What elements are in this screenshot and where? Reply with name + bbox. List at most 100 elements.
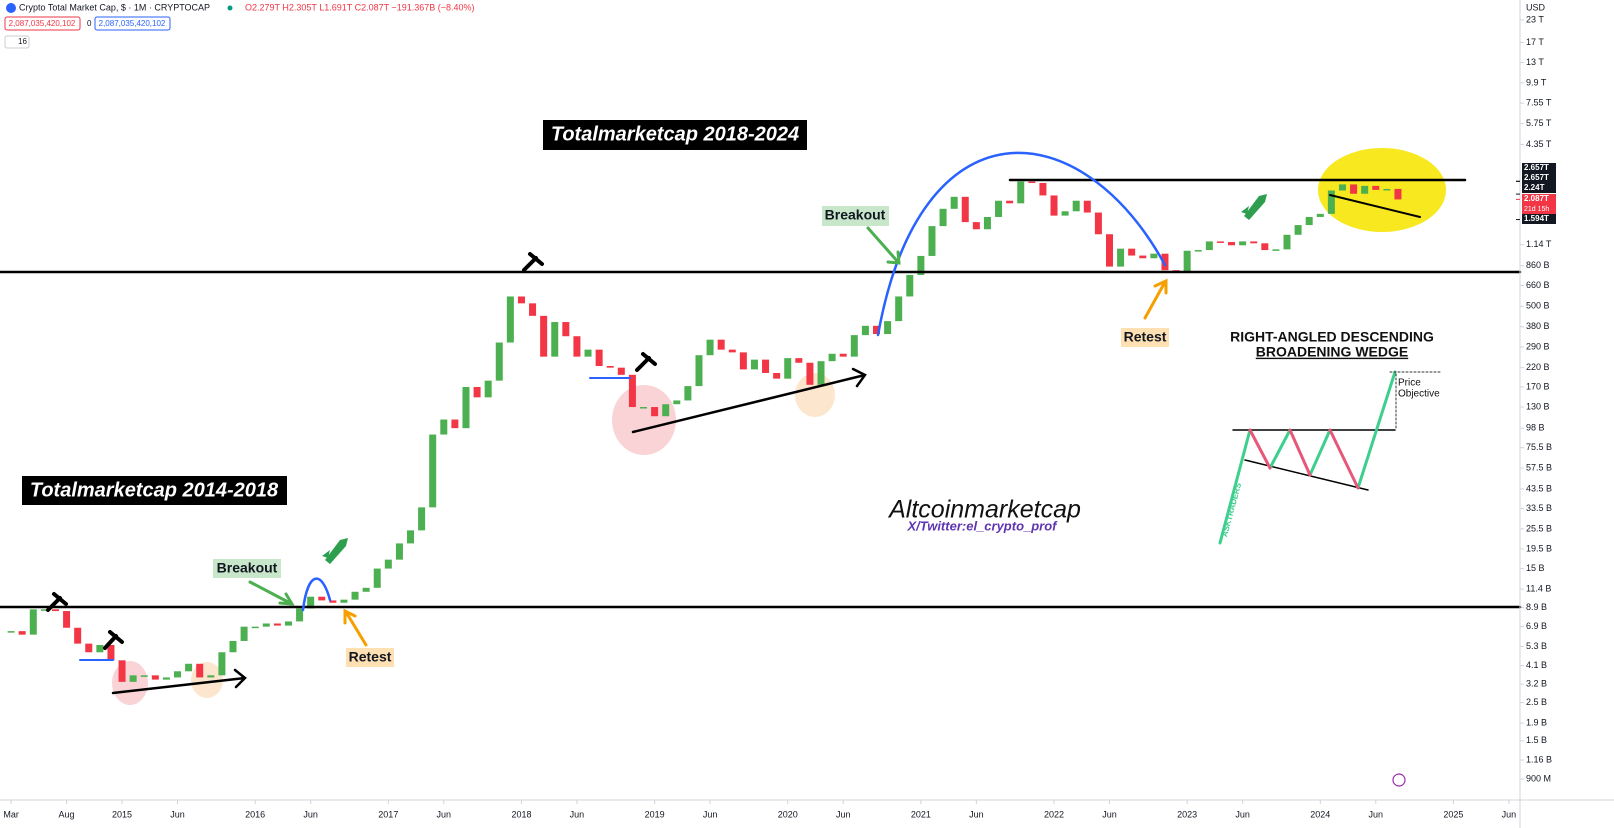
candle [928,226,936,256]
objective-label: Objective [1398,389,1440,400]
objective-label: Price [1398,378,1421,389]
candle [362,587,370,592]
highlight-circle [795,373,835,417]
candle [1338,184,1346,191]
gavel-icons [46,252,657,650]
candle [806,362,814,385]
candle [673,400,681,405]
y-tick-label: 500 B [1526,301,1550,311]
countdown: 21d 15h [1524,206,1549,213]
candle [429,434,437,508]
candle [162,677,170,680]
candle [1139,255,1147,259]
candle [174,671,182,678]
candle [40,609,48,611]
candle [296,608,304,622]
price-label-box [1522,214,1556,224]
candle [573,336,581,357]
y-tick-label: 660 B [1526,280,1550,290]
x-tick-label: Jun [969,809,984,819]
candle [517,296,525,304]
arrow [343,608,368,647]
candle [1361,185,1369,194]
x-tick-label: 2025 [1443,809,1463,819]
highlight-circle [612,385,676,455]
candle [218,652,226,676]
candle [395,543,403,560]
candle [606,366,614,368]
header: Crypto Total Market Cap, $ · 1M · CRYPTO… [4,2,475,49]
annotation: Retest [1124,329,1167,345]
candle [917,255,925,275]
candle [340,599,348,603]
y-tick-label: 4.1 B [1526,660,1547,670]
x-tick-label: Mar [3,809,19,819]
pattern-up [1218,370,1397,545]
candle [983,216,991,230]
y-tick-label: 43.5 B [1526,483,1552,493]
arc [301,577,332,612]
x-tick-label: 2017 [378,809,398,819]
candle [1105,234,1113,267]
candle [1283,234,1291,250]
y-tick-label: 11.4 B [1526,583,1551,593]
candle [1383,188,1391,191]
y-tick-label: 33.5 B [1526,503,1552,513]
objective-marker [1389,371,1443,429]
candle [1061,211,1069,216]
trend-arrow [631,367,867,434]
y-tick-label: 3.2 B [1526,679,1547,689]
candle [351,591,359,600]
candle [1305,216,1313,226]
symbol: Crypto Total Market Cap, $ · 1M · CRYPTO… [19,2,210,12]
candle [684,386,692,401]
candle [762,359,770,373]
candle [229,640,237,653]
x-tick-label: Jun [1102,809,1117,819]
y-tick-label: 15 B [1526,563,1545,573]
y-tick-label: 1.5 B [1526,735,1547,745]
candle [872,325,880,335]
y-tick-label: 5.3 B [1526,641,1547,651]
candle [1083,200,1091,213]
x-tick-label: 2019 [645,809,665,819]
x-tick-label: 2016 [245,809,265,819]
y-tick-label: 98 B [1526,423,1545,433]
candle [118,660,126,682]
y-tick-label: 170 B [1526,381,1550,391]
sell-box [4,16,81,31]
spread: 0 [87,19,92,28]
y-tick-label: 23 T [1526,14,1544,24]
candle [773,372,781,379]
brand: Altcoinmarketcap [887,496,1081,524]
candle [1072,200,1080,212]
candle [273,623,281,626]
y-tick-label: 1.14 T [1526,239,1552,249]
candle [262,623,270,627]
x-tick-label: 2018 [511,809,531,819]
highlight-ellipse [1318,148,1446,232]
x-tick-label: 2021 [911,809,931,819]
candle [418,507,426,531]
candle [1216,241,1224,243]
symbol-icon [6,3,16,13]
candle [240,626,248,641]
candle [562,322,570,337]
candle [1272,249,1280,251]
annotation-title: Totalmarketcap 2018-2024 [551,123,799,145]
indicator-toggle[interactable] [4,35,30,49]
arc [876,151,1167,337]
candle [1250,241,1258,244]
x-tick-label: Aug [59,809,75,819]
indicator-count[interactable]: 16 [18,37,27,46]
axis-layer: 900 M 1.16 B 1.5 B 1.9 B 2.5 B 3.2 B 4.1 B 5.3 … [3,14,1552,819]
candle [795,358,803,363]
candle [695,355,703,387]
candle [728,349,736,353]
y-tick-label: 4.35 T [1526,139,1552,149]
candle [373,568,381,588]
y-tick-label: 2.5 B [1526,697,1547,707]
y-tick-label: 19.5 B [1526,543,1552,553]
y-tick-label: 130 B [1526,401,1550,411]
